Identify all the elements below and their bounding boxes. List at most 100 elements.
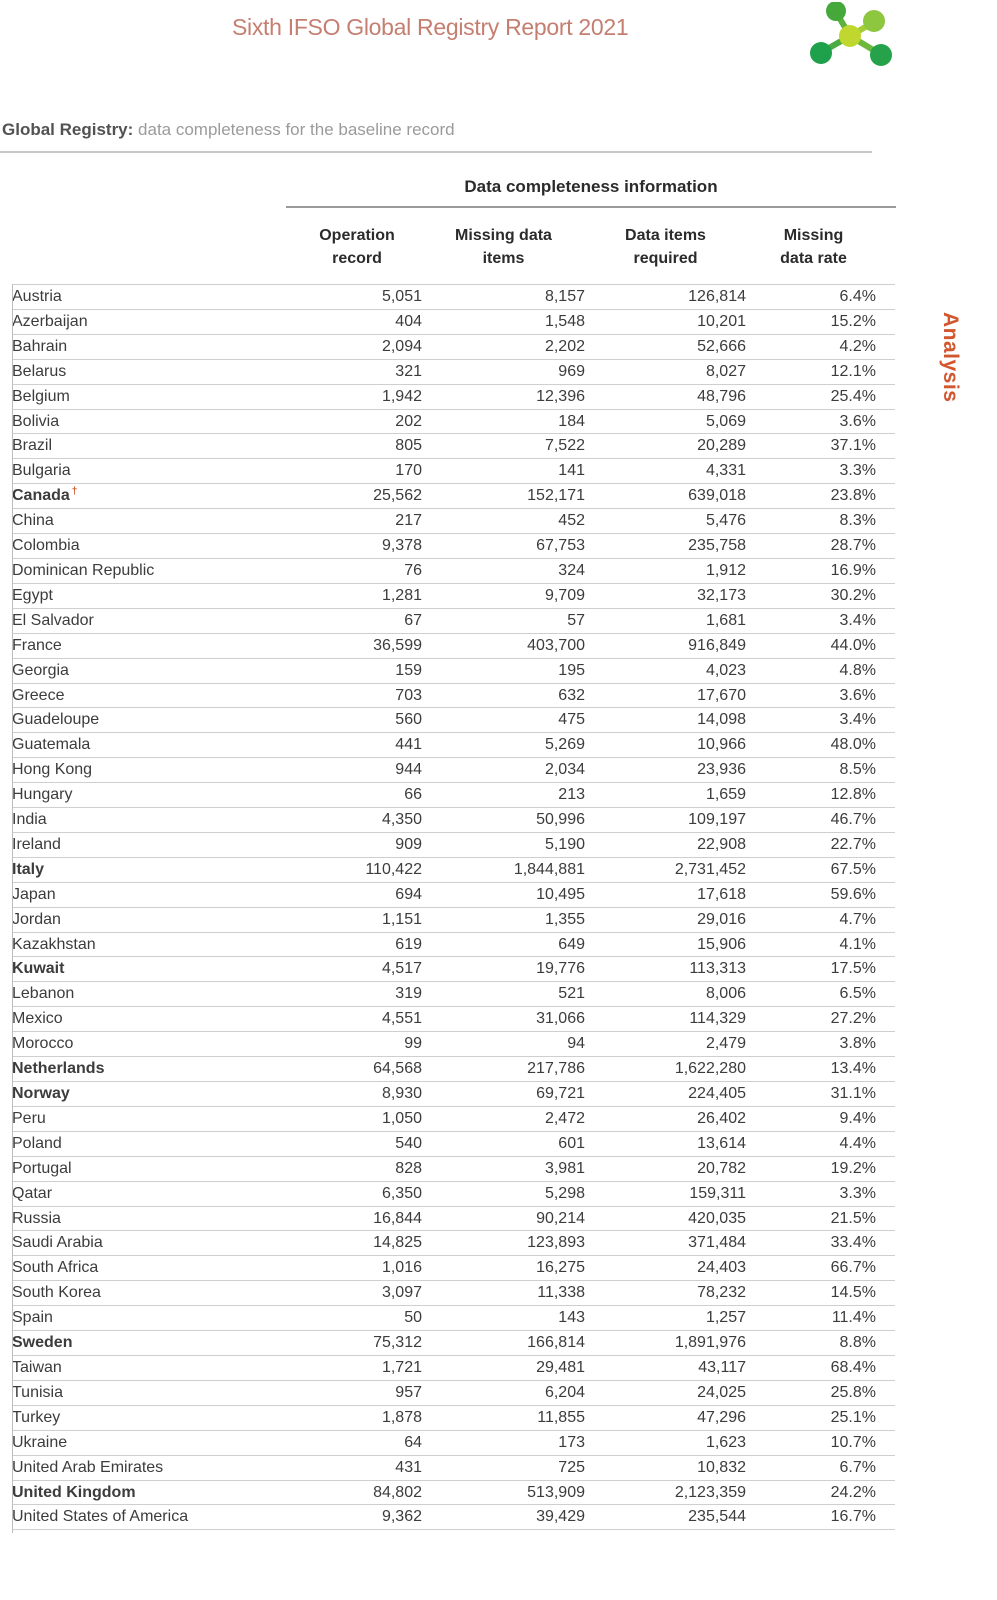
table-row: Hungary 66 213 1,659 12.8%	[12, 782, 895, 809]
table-row: South Africa 1,016 16,275 24,403 66.7%	[12, 1255, 895, 1282]
missing-data-items-cell: 166,814	[422, 1330, 585, 1356]
missing-data-rate-cell: 25.4%	[746, 384, 895, 410]
operation-record-cell: 9,378	[292, 533, 422, 559]
missing-data-items-cell: 1,355	[422, 907, 585, 933]
country-cell: Kazakhstan	[12, 932, 292, 958]
data-items-required-cell: 20,782	[585, 1156, 746, 1182]
missing-data-items-cell: 649	[422, 932, 585, 958]
missing-data-rate-cell: 8.8%	[746, 1330, 895, 1356]
country-cell: Hungary	[12, 782, 292, 809]
data-items-required-cell: 126,814	[585, 284, 746, 310]
missing-data-rate-cell: 28.7%	[746, 533, 895, 559]
data-items-required-cell: 47,296	[585, 1405, 746, 1431]
missing-data-items-cell: 1,548	[422, 309, 585, 335]
country-cell: Morocco	[12, 1031, 292, 1058]
operation-record-cell: 805	[292, 433, 422, 460]
operation-record-cell: 76	[292, 558, 422, 584]
missing-data-items-cell: 217,786	[422, 1056, 585, 1082]
table-row: Saudi Arabia 14,825 123,893 371,484 33.4%	[12, 1230, 895, 1257]
missing-data-rate-cell: 14.5%	[746, 1280, 895, 1307]
table-row: Peru 1,050 2,472 26,402 9.4%	[12, 1106, 895, 1132]
operation-record-cell: 321	[292, 359, 422, 385]
data-items-required-cell: 2,479	[585, 1031, 746, 1058]
missing-data-rate-cell: 3.4%	[746, 707, 895, 734]
operation-record-cell: 944	[292, 757, 422, 784]
missing-data-rate-cell: 25.1%	[746, 1405, 895, 1431]
missing-data-rate-cell: 3.3%	[746, 1181, 895, 1207]
data-items-required-cell: 8,006	[585, 981, 746, 1008]
missing-data-items-cell: 195	[422, 658, 585, 684]
top-divider	[0, 151, 872, 153]
country-cell: Tunisia	[12, 1380, 292, 1406]
page-title: Sixth IFSO Global Registry Report 2021	[232, 14, 629, 40]
missing-data-items-cell: 143	[422, 1305, 585, 1332]
missing-data-items-cell: 213	[422, 782, 585, 809]
missing-data-rate-cell: 37.1%	[746, 433, 895, 460]
table-row: Canada † 25,562 152,171 639,018 23.8%	[12, 483, 895, 510]
table-row: South Korea 3,097 11,338 78,232 14.5%	[12, 1280, 895, 1307]
data-items-required-cell: 15,906	[585, 932, 746, 958]
country-cell: Sweden	[12, 1330, 292, 1356]
missing-data-rate-cell: 6.7%	[746, 1455, 895, 1481]
country-cell: United Arab Emirates	[12, 1455, 292, 1481]
operation-record-cell: 1,721	[292, 1355, 422, 1381]
country-cell: Bahrain	[12, 334, 292, 360]
data-items-required-cell: 29,016	[585, 907, 746, 933]
missing-data-items-column-header: Missing data items	[455, 227, 552, 268]
data-items-required-cell: 1,912	[585, 558, 746, 584]
country-cell: Guadeloupe	[12, 707, 292, 734]
missing-data-items-cell: 69,721	[422, 1081, 585, 1107]
table-row: Dominican Republic 76 324 1,912 16.9%	[12, 558, 895, 584]
data-items-required-cell: 17,670	[585, 683, 746, 709]
country-cell: Austria	[12, 284, 292, 310]
missing-data-rate-cell: 25.8%	[746, 1380, 895, 1406]
data-items-required-cell: 224,405	[585, 1081, 746, 1107]
missing-data-rate-cell: 8.3%	[746, 508, 895, 535]
country-cell: South Korea	[12, 1280, 292, 1307]
missing-data-items-cell: 11,855	[422, 1405, 585, 1431]
table-row: Bulgaria 170 141 4,331 3.3%	[12, 458, 895, 485]
operation-record-cell: 4,350	[292, 807, 422, 833]
data-items-required-cell: 1,659	[585, 782, 746, 809]
country-cell: Jordan	[12, 907, 292, 933]
missing-data-rate-cell: 3.4%	[746, 608, 895, 634]
missing-data-rate-cell: 3.3%	[746, 458, 895, 485]
analysis-side-tab: Analysis	[939, 312, 962, 403]
missing-data-rate-cell: 68.4%	[746, 1355, 895, 1381]
operation-record-cell: 1,281	[292, 583, 422, 609]
data-items-required-cell: 43,117	[585, 1355, 746, 1381]
operation-record-cell: 64,568	[292, 1056, 422, 1082]
operation-record-cell: 1,942	[292, 384, 422, 410]
missing-data-items-cell: 2,202	[422, 334, 585, 360]
country-cell: Greece	[12, 683, 292, 709]
operation-record-cell: 14,825	[292, 1230, 422, 1257]
missing-data-items-cell: 31,066	[422, 1006, 585, 1033]
operation-record-cell: 16,844	[292, 1206, 422, 1232]
section-heading: Global Registry: data completeness for t…	[2, 120, 455, 140]
missing-data-items-cell: 475	[422, 707, 585, 734]
country-cell: Turkey	[12, 1405, 292, 1431]
data-completeness-table: Operation record Missing data items Data…	[12, 218, 895, 1531]
missing-data-items-cell: 5,269	[422, 732, 585, 759]
data-items-required-cell: 24,025	[585, 1380, 746, 1406]
data-items-required-cell: 22,908	[585, 832, 746, 858]
data-items-required-cell: 78,232	[585, 1280, 746, 1307]
operation-record-cell: 560	[292, 707, 422, 734]
operation-record-column-header: Operation record	[319, 227, 395, 268]
data-items-required-cell: 235,544	[585, 1504, 746, 1531]
operation-record-cell: 1,050	[292, 1106, 422, 1132]
missing-data-items-cell: 184	[422, 409, 585, 435]
missing-data-rate-cell: 4.2%	[746, 334, 895, 360]
missing-data-rate-cell: 44.0%	[746, 633, 895, 659]
table-row: Austria 5,051 8,157 126,814 6.4%	[12, 284, 895, 310]
data-items-required-cell: 2,123,359	[585, 1480, 746, 1506]
data-items-required-cell: 13,614	[585, 1131, 746, 1157]
missing-data-items-cell: 8,157	[422, 284, 585, 310]
missing-data-rate-cell: 12.1%	[746, 359, 895, 385]
missing-data-items-cell: 173	[422, 1430, 585, 1456]
table-row: Ireland 909 5,190 22,908 22.7%	[12, 832, 895, 858]
country-cell: Portugal	[12, 1156, 292, 1182]
missing-data-rate-column-header: Missing data rate	[780, 227, 847, 268]
data-items-required-cell: 17,618	[585, 882, 746, 908]
